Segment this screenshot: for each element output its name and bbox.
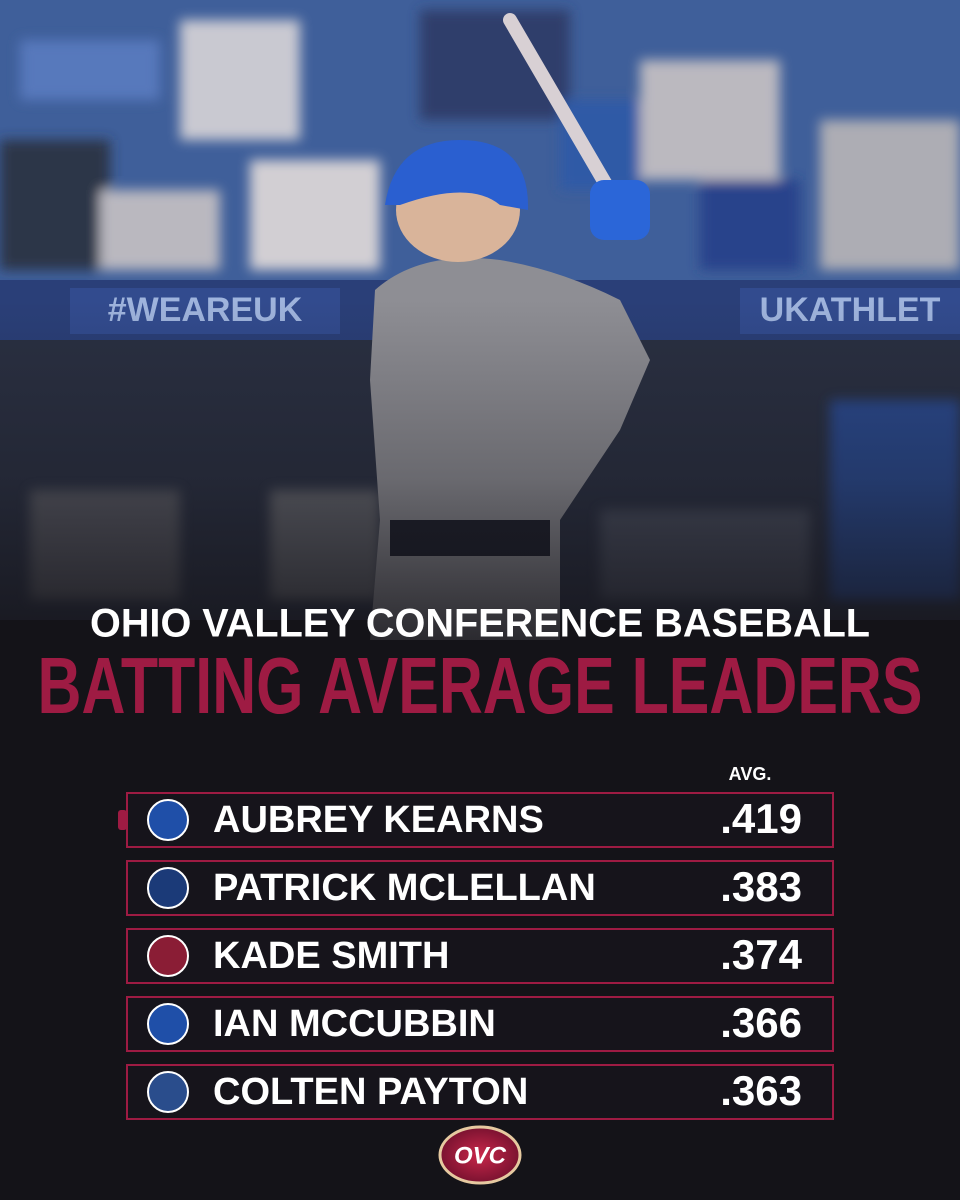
team-logo [147, 935, 189, 977]
row-box [126, 996, 834, 1052]
batting-average: .366 [720, 999, 802, 1046]
logo-text: OVC [454, 1142, 507, 1169]
leader-row: IAN MCCUBBIN .366 [126, 996, 834, 1052]
subtitle: OHIO VALLEY CONFERENCE BASEBALL [90, 602, 870, 646]
batting-average: .374 [720, 931, 802, 978]
batting-average: .419 [720, 795, 802, 842]
leader-row: COLTEN PAYTON .363 [126, 1064, 834, 1120]
column-header: AVG. [729, 764, 772, 784]
leader-list: AUBREY KEARNS .419 PATRICK MCLELLAN .383 KAD… [118, 792, 834, 1120]
row-marker [118, 810, 127, 830]
title: BATTING AVERAGE LEADERS [38, 641, 923, 730]
player-name: KADE SMITH [213, 935, 449, 977]
team-logo [147, 1071, 189, 1113]
batting-average: .383 [720, 863, 802, 910]
player-name: PATRICK MCLELLAN [213, 867, 596, 909]
team-logo [147, 1003, 189, 1045]
ovc-logo: OVC [438, 1125, 522, 1185]
team-logo [147, 799, 189, 841]
leader-row: KADE SMITH .374 [126, 928, 834, 984]
batting-average: .363 [720, 1067, 802, 1114]
row-box [126, 792, 834, 848]
row-box [126, 928, 834, 984]
player-name: AUBREY KEARNS [213, 799, 544, 841]
player-name: IAN MCCUBBIN [213, 1003, 496, 1045]
row-box [126, 860, 834, 916]
row-box [126, 1064, 834, 1120]
leader-row: PATRICK MCLELLAN .383 [126, 860, 834, 916]
leader-row: AUBREY KEARNS .419 [118, 792, 834, 848]
team-logo [147, 867, 189, 909]
player-name: COLTEN PAYTON [213, 1071, 528, 1113]
